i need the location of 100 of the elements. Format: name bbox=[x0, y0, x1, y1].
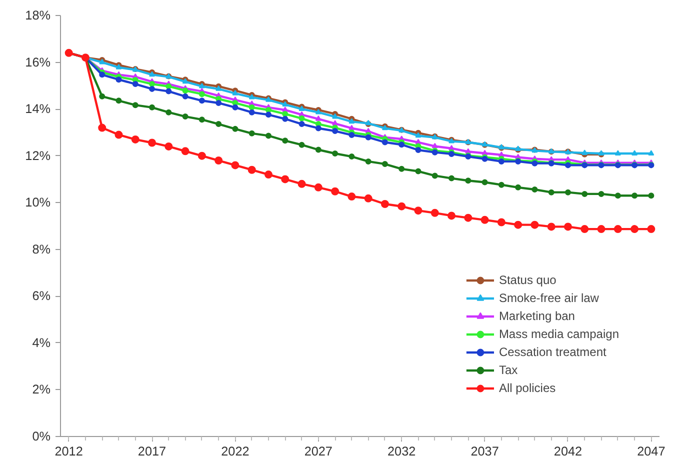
y-tick-label: 10% bbox=[25, 196, 51, 210]
point bbox=[181, 147, 190, 156]
point bbox=[414, 206, 422, 215]
point bbox=[148, 138, 156, 147]
legend-label: Marketing ban bbox=[498, 308, 575, 324]
point bbox=[348, 124, 355, 130]
point bbox=[99, 93, 106, 100]
y-tick-label: 18% bbox=[25, 8, 51, 22]
x-tick-label: 2032 bbox=[388, 444, 416, 458]
point bbox=[514, 220, 522, 229]
point bbox=[548, 189, 554, 196]
point bbox=[264, 170, 272, 179]
point bbox=[232, 104, 238, 110]
point bbox=[231, 161, 240, 170]
point bbox=[448, 212, 456, 220]
point bbox=[482, 179, 488, 186]
point bbox=[198, 98, 205, 104]
point bbox=[598, 190, 604, 197]
point bbox=[382, 139, 388, 146]
point bbox=[415, 132, 422, 138]
point bbox=[281, 175, 290, 184]
point bbox=[580, 225, 589, 234]
point bbox=[98, 124, 106, 132]
point bbox=[365, 158, 372, 164]
point bbox=[332, 128, 338, 134]
point bbox=[365, 134, 372, 140]
point bbox=[198, 152, 206, 160]
point bbox=[648, 192, 654, 199]
point bbox=[497, 218, 506, 226]
point bbox=[564, 189, 571, 196]
point bbox=[164, 142, 173, 150]
point bbox=[564, 162, 571, 168]
point bbox=[448, 144, 455, 150]
point bbox=[282, 116, 288, 122]
point bbox=[314, 183, 322, 192]
x-tick-label: 2012 bbox=[54, 444, 83, 458]
point bbox=[149, 86, 156, 92]
y-tick-label: 12% bbox=[25, 148, 51, 163]
point bbox=[198, 91, 205, 98]
point bbox=[614, 150, 621, 156]
point bbox=[216, 86, 222, 91]
point bbox=[348, 192, 356, 201]
point bbox=[614, 192, 621, 199]
y-tick-label: 0% bbox=[32, 430, 51, 444]
point bbox=[465, 178, 472, 184]
point bbox=[182, 88, 188, 94]
point bbox=[331, 187, 340, 196]
point bbox=[182, 114, 188, 120]
point bbox=[265, 106, 272, 113]
point bbox=[114, 130, 123, 139]
y-tick-label: 4% bbox=[32, 336, 51, 350]
point bbox=[298, 142, 305, 148]
point bbox=[515, 184, 522, 190]
y-tick-label: 2% bbox=[32, 382, 51, 397]
point bbox=[282, 110, 288, 117]
x-tick-label: 2037 bbox=[470, 444, 499, 458]
point bbox=[248, 130, 255, 136]
point bbox=[432, 172, 438, 179]
x-tick-label: 2022 bbox=[221, 444, 250, 458]
point bbox=[382, 161, 388, 168]
point bbox=[364, 194, 372, 202]
y-tick-label: 6% bbox=[32, 289, 51, 304]
point bbox=[614, 225, 622, 234]
x-tick-label: 2017 bbox=[138, 444, 166, 458]
point bbox=[398, 202, 406, 210]
point bbox=[149, 104, 156, 110]
point bbox=[464, 214, 472, 222]
point bbox=[132, 102, 138, 108]
point bbox=[415, 168, 422, 174]
point bbox=[348, 132, 355, 138]
legend-label: Status quo bbox=[498, 272, 556, 288]
legend-label: Cessation treatment bbox=[498, 344, 606, 360]
point bbox=[597, 225, 606, 234]
point bbox=[448, 175, 455, 182]
point bbox=[332, 120, 338, 126]
point bbox=[132, 81, 138, 88]
y-tick-label: 8% bbox=[32, 242, 51, 256]
point bbox=[415, 146, 422, 153]
point bbox=[315, 146, 322, 153]
point bbox=[582, 150, 588, 155]
point bbox=[298, 180, 306, 188]
point bbox=[182, 93, 188, 100]
point bbox=[530, 220, 539, 229]
legend-label: Mass media campaign bbox=[498, 326, 619, 342]
x-tick-label: 2027 bbox=[304, 444, 332, 458]
point bbox=[298, 121, 305, 128]
point bbox=[430, 208, 439, 217]
point bbox=[564, 222, 572, 231]
point bbox=[265, 132, 272, 139]
point bbox=[248, 166, 256, 174]
point bbox=[398, 142, 405, 148]
point bbox=[332, 113, 338, 119]
point bbox=[232, 90, 238, 96]
point bbox=[432, 142, 438, 148]
point bbox=[547, 222, 556, 231]
point bbox=[216, 121, 222, 128]
point bbox=[265, 112, 272, 118]
point bbox=[116, 76, 122, 83]
point bbox=[480, 216, 489, 224]
point bbox=[498, 158, 504, 164]
